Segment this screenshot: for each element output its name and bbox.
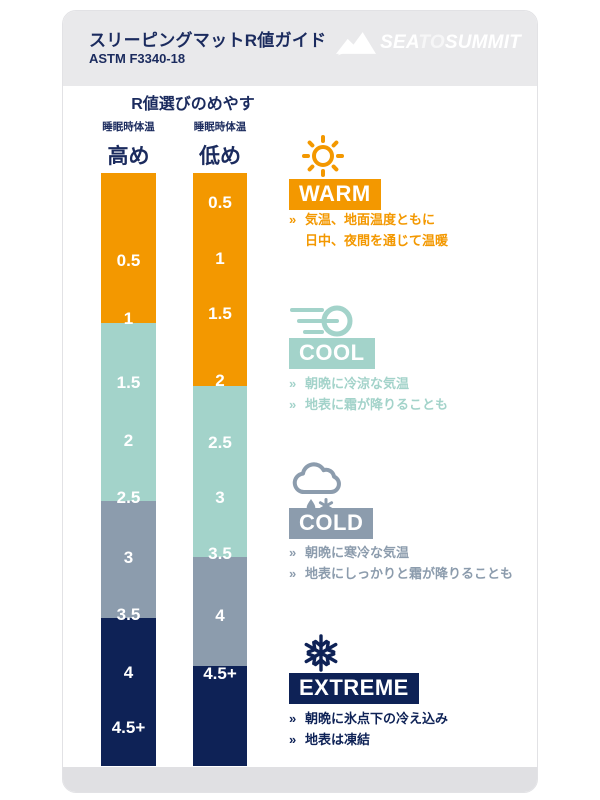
bar-segment-extreme <box>101 618 156 766</box>
r-value-label: 1.5 <box>116 373 141 392</box>
bar-column-cold-sleeper: 睡眠時体温 低め 0.5 1 1.5 2 2.5 3 3.5 4 4.5+ <box>193 121 247 766</box>
brand-sea: SEA <box>380 32 419 53</box>
zone-warm-badge: WARM <box>289 179 381 210</box>
note-line: » 地表に霜が降りることも <box>289 394 448 415</box>
zone-extreme-badge: EXTREME <box>289 673 419 704</box>
brand-to: TO <box>418 32 445 53</box>
bar-column-warm-sleeper: 睡眠時体温 高め 0.5 1 1.5 2 2.5 3 3.5 4 4.5+ <box>101 121 156 766</box>
r-value-label: 3.5 <box>208 544 232 563</box>
r-value-label: 2 <box>215 371 225 390</box>
r-value-label: 1 <box>215 249 225 268</box>
r-value-label: 2.5 <box>208 433 232 452</box>
brand-wordmark: SEATOSUMMIT <box>380 32 521 54</box>
r-value-label: 4 <box>215 606 225 625</box>
bullet-marker: » <box>289 566 297 581</box>
r-value-label: 2.5 <box>116 488 141 507</box>
r-value-bar-high: 0.5 1 1.5 2 2.5 3 3.5 4 4.5+ <box>101 173 156 766</box>
bullet-marker <box>289 230 305 251</box>
r-value-label: 3 <box>215 488 225 507</box>
r-value-label: 3.5 <box>116 605 141 624</box>
snowflake-icon <box>299 631 343 675</box>
brand-summit: SUMMIT <box>444 32 521 53</box>
note-text: 朝晩に氷点下の冷え込み <box>305 711 449 726</box>
standard-subtitle: ASTM F3340-18 <box>89 51 186 66</box>
bar-segment-cold <box>193 557 247 666</box>
note-line: » 朝晩に氷点下の冷え込み <box>289 708 448 729</box>
note-line: » 朝晩に冷涼な気温 <box>289 373 448 394</box>
r-value-label: 0.5 <box>208 193 232 212</box>
sun-icon <box>299 132 347 180</box>
note-line: » 地表は凍結 <box>289 729 448 750</box>
r-value-label: 0.5 <box>116 251 141 270</box>
zone-cool-notes: » 朝晩に冷涼な気温 » 地表に霜が降りることも <box>289 373 448 415</box>
card-footer-band <box>63 767 537 792</box>
guide-card: スリーピングマットR値ガイド ASTM F3340-18 SEATOSUMMIT… <box>62 10 538 793</box>
bar-sub-label: 睡眠時体温 <box>102 121 155 133</box>
note-text: 朝晩に寒冷な気温 <box>305 545 410 560</box>
bar-segment-warm <box>101 173 156 323</box>
bar-segment-cool <box>193 386 247 557</box>
r-value-bar-low: 0.5 1 1.5 2 2.5 3 3.5 4 4.5+ <box>193 173 247 766</box>
bar-name-label: 高め <box>107 145 150 168</box>
bar-segment-extreme <box>193 666 247 766</box>
page-title: スリーピングマットR値ガイド <box>89 31 327 50</box>
r-value-label: 1.5 <box>208 304 232 323</box>
note-text: 気温、地面温度ともに <box>305 212 436 227</box>
note-text: 地表に霜が降りることも <box>305 397 449 412</box>
bullet-marker: » <box>289 545 297 560</box>
zone-warm-notes: » 気温、地面温度ともに 日中、夜間を通じて温暖 <box>289 209 448 251</box>
r-value-label: 4.5+ <box>203 664 237 683</box>
wind-icon <box>289 299 355 343</box>
note-line: 日中、夜間を通じて温暖 <box>289 230 448 251</box>
bullet-marker: » <box>289 376 297 391</box>
note-text: 朝晩に冷涼な気温 <box>305 376 410 391</box>
card-header: スリーピングマットR値ガイド ASTM F3340-18 SEATOSUMMIT <box>63 11 537 86</box>
section-heading: R値選びのめやす <box>131 96 255 113</box>
zone-extreme-notes: » 朝晩に氷点下の冷え込み » 地表は凍結 <box>289 708 448 750</box>
mountain-logo-icon <box>336 29 380 57</box>
note-line: » 朝晩に寒冷な気温 <box>289 542 513 563</box>
r-value-label: 1 <box>123 309 134 328</box>
note-line: » 地表にしっかりと霜が降りることも <box>289 563 513 584</box>
zone-cool-badge: COOL <box>289 338 375 369</box>
bullet-marker: » <box>289 711 297 726</box>
bar-sub-label: 睡眠時体温 <box>193 121 247 133</box>
note-text: 地表にしっかりと霜が降りることも <box>305 566 514 581</box>
bar-name-label: 低め <box>199 145 241 168</box>
r-value-label: 2 <box>123 431 134 450</box>
zone-cold-notes: » 朝晩に寒冷な気温 » 地表にしっかりと霜が降りることも <box>289 542 513 584</box>
bullet-marker: » <box>289 397 297 412</box>
sleet-cloud-icon <box>291 457 347 515</box>
r-value-label: 3 <box>123 548 134 567</box>
zone-cold-badge: COLD <box>289 508 374 539</box>
r-value-label: 4 <box>123 663 134 682</box>
note-line: » 気温、地面温度ともに <box>289 209 448 230</box>
bullet-marker: » <box>289 732 297 747</box>
note-text: 地表は凍結 <box>305 732 371 747</box>
note-text: 日中、夜間を通じて温暖 <box>305 233 449 248</box>
bar-segment-warm <box>193 173 247 386</box>
sea-to-summit-logo: SEATOSUMMIT <box>336 29 521 57</box>
bar-segment-cold <box>101 501 156 618</box>
bar-segment-cool <box>101 323 156 501</box>
bullet-marker: » <box>289 212 297 227</box>
r-value-label: 4.5+ <box>111 718 146 737</box>
